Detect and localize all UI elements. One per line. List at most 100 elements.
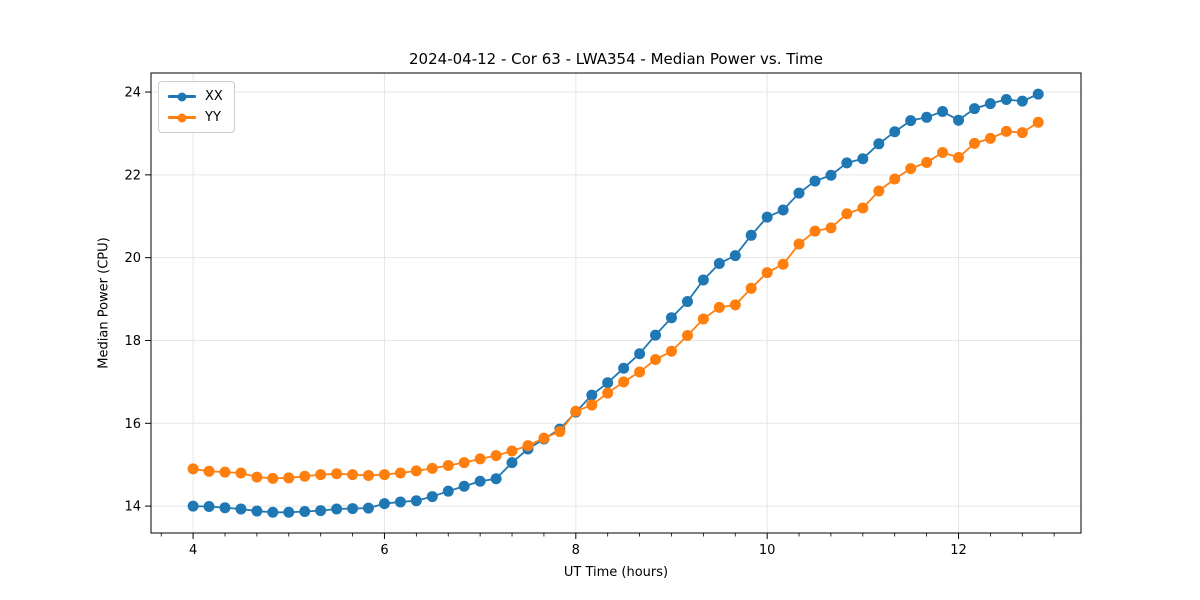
data-point-yy	[442, 460, 454, 472]
data-point-xx	[299, 505, 311, 517]
data-point-yy	[809, 225, 821, 237]
y-tick-label: 16	[124, 417, 141, 432]
data-point-yy	[953, 151, 965, 163]
data-point-yy	[586, 399, 598, 411]
data-point-xx	[969, 103, 981, 115]
data-point-xx	[426, 491, 438, 503]
legend-line-sample-xx	[168, 92, 196, 101]
data-point-yy	[283, 472, 295, 484]
data-point-xx	[681, 296, 693, 308]
data-point-yy	[777, 258, 789, 270]
data-point-yy	[315, 469, 327, 481]
data-point-xx	[729, 250, 741, 262]
data-point-xx	[219, 502, 231, 514]
data-point-xx	[761, 211, 773, 223]
data-point-xx	[410, 495, 422, 507]
data-point-yy	[426, 462, 438, 474]
data-point-yy	[331, 468, 343, 480]
data-point-yy	[1016, 127, 1028, 139]
data-point-yy	[745, 282, 757, 294]
legend-label-yy: YY	[205, 110, 221, 125]
data-point-xx	[650, 329, 662, 341]
data-point-xx	[921, 111, 933, 123]
legend-marker-xx	[177, 92, 187, 101]
data-point-xx	[203, 501, 215, 513]
data-point-yy	[602, 387, 614, 399]
data-point-xx	[315, 505, 327, 517]
data-point-yy	[969, 137, 981, 149]
data-point-yy	[873, 185, 885, 197]
data-point-yy	[394, 467, 406, 479]
data-point-yy	[1000, 125, 1012, 137]
data-point-yy	[378, 469, 390, 481]
data-point-yy	[187, 463, 199, 475]
data-point-yy	[1032, 116, 1044, 128]
data-point-yy	[618, 376, 630, 388]
data-point-yy	[235, 467, 247, 479]
data-point-yy	[984, 132, 996, 144]
data-point-xx	[953, 114, 965, 126]
data-point-yy	[665, 345, 677, 357]
data-point-xx	[809, 175, 821, 187]
data-point-xx	[602, 377, 614, 389]
data-point-yy	[410, 465, 422, 477]
plot-border	[150, 72, 1082, 534]
data-point-xx	[793, 187, 805, 199]
y-axis-label: Median Power (CPU)	[96, 237, 112, 369]
data-point-xx	[474, 475, 486, 487]
data-point-xx	[187, 500, 199, 512]
data-point-yy	[458, 457, 470, 469]
data-point-xx	[442, 485, 454, 497]
data-point-yy	[538, 432, 550, 444]
data-point-xx	[873, 138, 885, 150]
data-point-yy	[299, 470, 311, 482]
data-point-xx	[984, 98, 996, 110]
data-point-xx	[1032, 88, 1044, 100]
legend-line-sample-yy	[168, 113, 196, 122]
data-point-xx	[857, 153, 869, 165]
data-point-xx	[1000, 93, 1012, 105]
data-point-xx	[1016, 95, 1028, 107]
x-tick-label: 12	[950, 543, 967, 558]
data-point-xx	[251, 505, 263, 517]
legend-label-xx: XX	[205, 89, 223, 104]
data-point-yy	[219, 466, 231, 478]
data-point-yy	[267, 472, 279, 484]
y-tick-label: 24	[124, 86, 141, 101]
data-point-xx	[267, 506, 279, 518]
data-point-yy	[825, 222, 837, 234]
data-point-xx	[697, 274, 709, 286]
y-tick-label: 18	[124, 334, 141, 349]
data-point-yy	[251, 471, 263, 483]
y-tick-label: 22	[124, 168, 141, 183]
data-point-yy	[841, 208, 853, 220]
data-point-yy	[474, 453, 486, 465]
data-point-yy	[650, 354, 662, 366]
legend-entry-yy: YY	[168, 111, 223, 124]
data-point-yy	[729, 299, 741, 311]
data-point-yy	[347, 469, 359, 481]
legend-marker-yy	[177, 113, 187, 122]
data-point-yy	[490, 450, 502, 462]
data-point-xx	[841, 157, 853, 169]
x-axis-label: UT Time (hours)	[563, 565, 669, 580]
y-tick-label: 20	[124, 251, 141, 266]
data-point-yy	[857, 202, 869, 214]
data-point-xx	[235, 503, 247, 515]
data-point-yy	[570, 405, 582, 417]
x-tick-label: 8	[572, 543, 580, 558]
data-point-yy	[697, 313, 709, 325]
data-point-xx	[618, 362, 630, 374]
data-point-xx	[713, 257, 725, 269]
data-point-yy	[522, 440, 534, 452]
data-point-xx	[905, 115, 917, 127]
x-tick-label: 4	[189, 543, 197, 558]
data-point-xx	[665, 312, 677, 324]
data-point-xx	[394, 496, 406, 508]
chart-title: 2024-04-12 - Cor 63 - LWA354 - Median Po…	[409, 50, 823, 68]
legend: XX YY	[158, 81, 235, 133]
data-point-xx	[283, 506, 295, 518]
data-point-yy	[937, 146, 949, 158]
data-point-yy	[681, 330, 693, 342]
data-point-xx	[777, 204, 789, 216]
